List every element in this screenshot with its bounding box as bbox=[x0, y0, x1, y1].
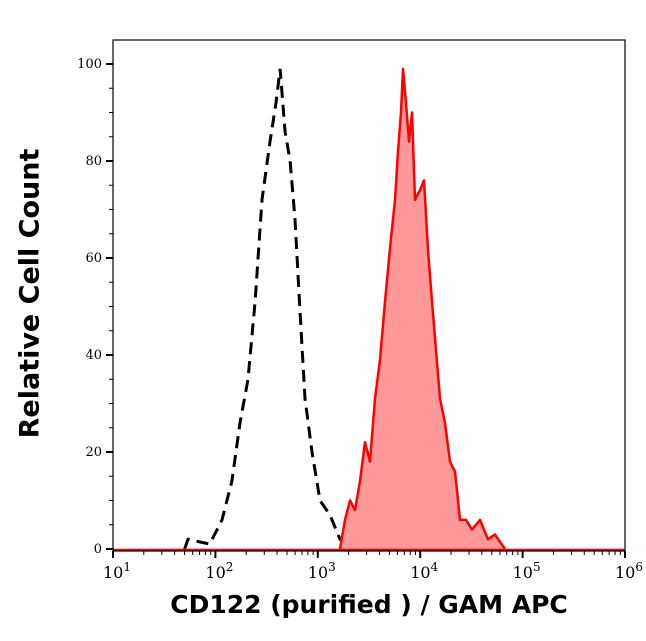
x-tick-label: 104 bbox=[410, 560, 438, 582]
x-tick-label: 101 bbox=[103, 560, 131, 582]
x-tick-label: 102 bbox=[205, 560, 233, 582]
x-tick-exponent: 2 bbox=[226, 560, 234, 574]
series-fill bbox=[340, 68, 505, 550]
x-tick-base: 10 bbox=[410, 563, 430, 582]
x-tick-label: 105 bbox=[513, 560, 541, 582]
x-tick-base: 10 bbox=[103, 563, 123, 582]
x-tick-label: 103 bbox=[308, 560, 336, 582]
x-tick-base: 10 bbox=[513, 563, 533, 582]
x-tick-exponent: 1 bbox=[123, 560, 131, 574]
y-tick-label: 40 bbox=[85, 348, 102, 363]
x-tick-exponent: 6 bbox=[635, 560, 643, 574]
series-line-filled bbox=[338, 67, 507, 550]
plot-frame bbox=[112, 39, 626, 552]
y-tick-label: 80 bbox=[85, 154, 102, 169]
y-tick-label: 100 bbox=[77, 57, 102, 72]
x-tick-base: 10 bbox=[205, 563, 225, 582]
x-tick-label: 106 bbox=[615, 560, 643, 582]
x-tick-base: 10 bbox=[308, 563, 328, 582]
x-tick-exponent: 3 bbox=[328, 560, 336, 574]
x-axis-label: CD122 (purified ) / GAM APC bbox=[170, 590, 568, 619]
y-axis-label: Relative Cell Count bbox=[14, 148, 46, 439]
y-tick-label: 0 bbox=[94, 542, 102, 557]
y-tick-label: 20 bbox=[85, 445, 102, 460]
y-tick-label: 60 bbox=[85, 251, 102, 266]
x-tick-exponent: 4 bbox=[431, 560, 439, 574]
x-tick-exponent: 5 bbox=[533, 560, 541, 574]
series-line-dashed bbox=[183, 68, 381, 551]
x-tick-base: 10 bbox=[615, 563, 635, 582]
